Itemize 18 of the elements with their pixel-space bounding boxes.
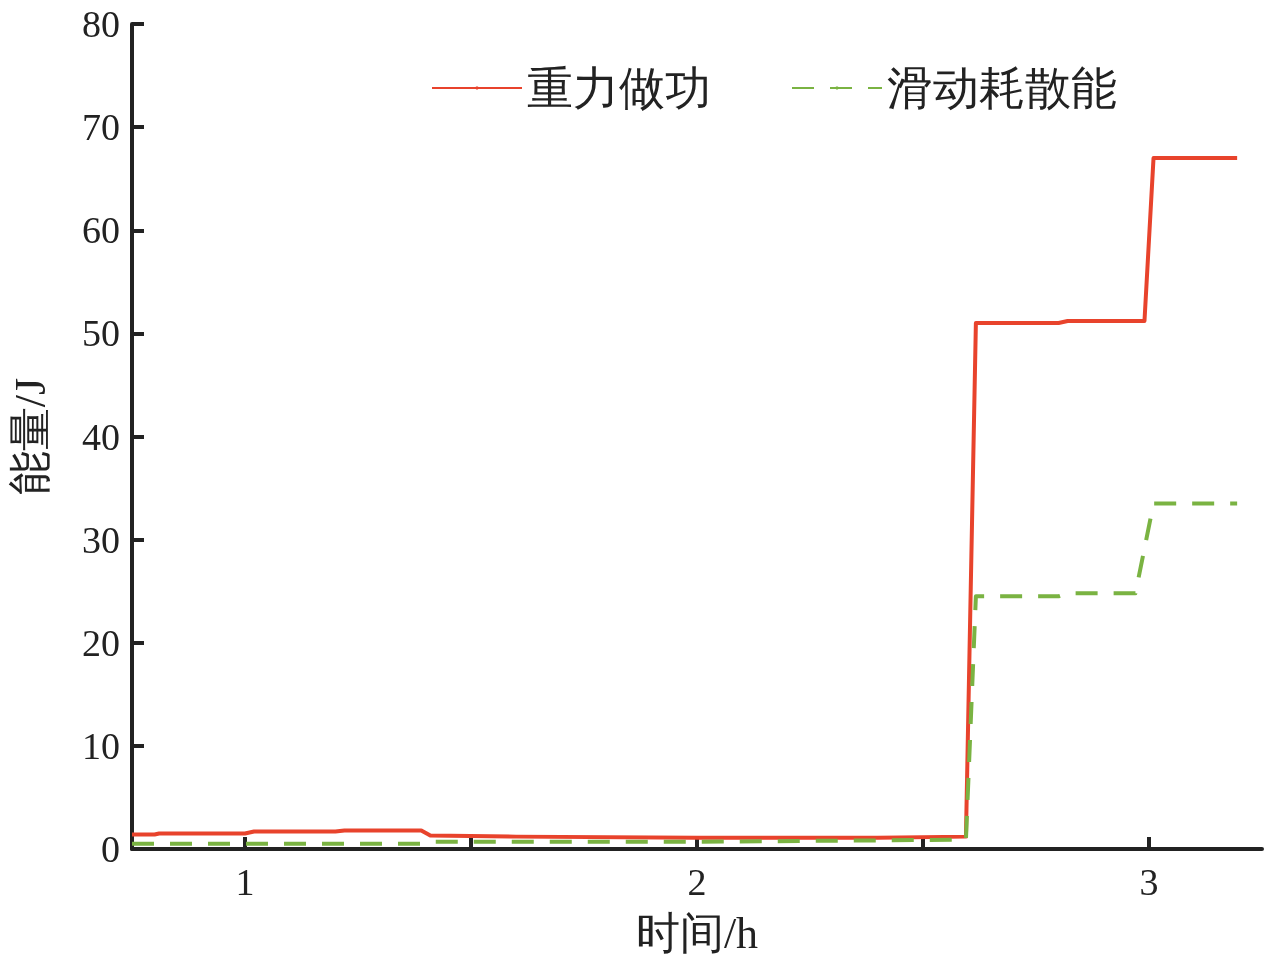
y-tick-label: 0: [101, 828, 120, 870]
legend-label: 滑动耗散能: [887, 62, 1117, 114]
x-axis-title: 时间/h: [635, 908, 759, 958]
x-tick-label: 1: [235, 861, 255, 903]
y-tick-label: 70: [82, 106, 120, 149]
y-tick-label: 60: [82, 209, 120, 252]
legend-label: 重力做功: [527, 62, 711, 114]
y-tick-label: 20: [82, 621, 120, 664]
y-tick-label: 80: [82, 3, 120, 45]
x-tick-label: 2: [687, 861, 707, 903]
y-tick-label: 40: [82, 415, 120, 458]
line-series: [130, 501, 1240, 846]
line-series: [130, 156, 1240, 840]
y-tick-label: 30: [82, 518, 120, 561]
x-tick-label: 3: [1139, 861, 1159, 903]
y-tick-label: 10: [82, 724, 120, 767]
y-tick-label: 50: [82, 312, 120, 355]
y-axis-title: 能量/J: [5, 377, 55, 496]
